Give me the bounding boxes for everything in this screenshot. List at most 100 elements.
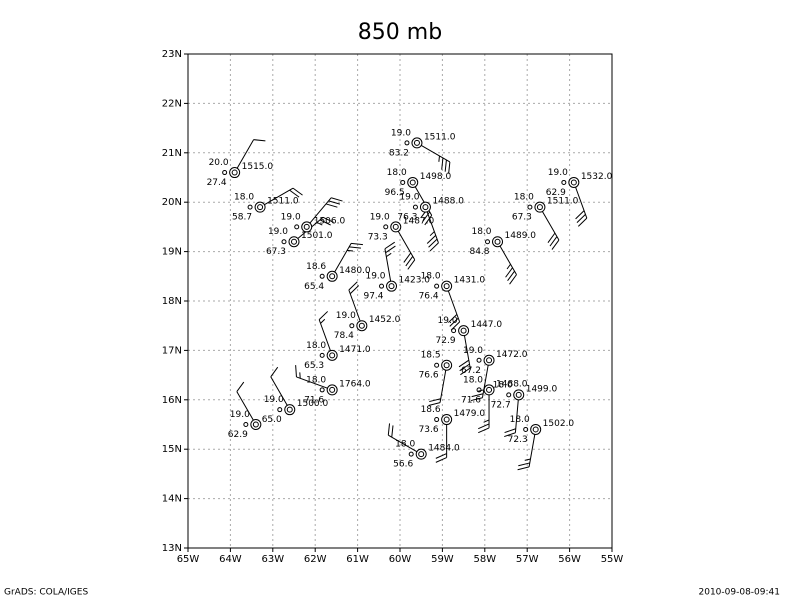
height-label: 1506.0 bbox=[314, 216, 346, 226]
height-label: 1479.0 bbox=[454, 409, 486, 419]
station-cross bbox=[408, 451, 414, 457]
station-marker bbox=[229, 167, 241, 179]
station-cross bbox=[561, 179, 567, 185]
humidity-label: 76.3 bbox=[397, 213, 417, 223]
temperature-label: 18.6 bbox=[421, 405, 441, 415]
station-inner bbox=[409, 179, 416, 186]
station-marker bbox=[411, 137, 423, 149]
wind-barb bbox=[499, 245, 517, 285]
footer-left: GrADS: COLA/IGES bbox=[4, 588, 88, 598]
humidity-label: 67.2 bbox=[461, 366, 481, 376]
height-label: 1487.0 bbox=[403, 216, 435, 226]
station-inner bbox=[286, 406, 293, 413]
x-tick-label: 65W bbox=[177, 554, 200, 565]
humidity-label: 65.4 bbox=[304, 282, 324, 292]
station-inner bbox=[231, 169, 238, 176]
station-marker bbox=[386, 280, 398, 292]
station-inner bbox=[418, 451, 425, 458]
height-label: 1480.0 bbox=[339, 266, 371, 276]
temperature-label: 19.0 bbox=[463, 346, 483, 356]
temperature-label: 18.0 bbox=[306, 375, 326, 385]
temperature-label: 18.0 bbox=[514, 193, 534, 203]
station-cross bbox=[485, 239, 491, 245]
humidity-label: 72.9 bbox=[436, 336, 456, 346]
humidity-label: 76.6 bbox=[419, 371, 439, 381]
temperature-label: 18.0 bbox=[421, 272, 441, 282]
station-cross bbox=[476, 357, 482, 363]
humidity-label: 65.3 bbox=[304, 361, 324, 371]
wind-barb bbox=[504, 399, 519, 438]
station-inner bbox=[303, 223, 310, 230]
humidity-label: 62.9 bbox=[546, 188, 566, 198]
station-inner bbox=[494, 238, 501, 245]
height-label: 1511.0 bbox=[424, 132, 456, 142]
wind-barb bbox=[334, 242, 363, 273]
x-tick-label: 60W bbox=[389, 554, 412, 565]
wind-barb bbox=[421, 144, 451, 174]
temperature-label: 18.0 bbox=[471, 227, 491, 237]
height-label: 1764.0 bbox=[339, 379, 371, 389]
humidity-label: 72.7 bbox=[491, 400, 511, 410]
humidity-label: 97.4 bbox=[363, 292, 383, 302]
station-inner bbox=[570, 179, 577, 186]
station-inner bbox=[536, 204, 543, 211]
temperature-label: 19.0 bbox=[230, 410, 250, 420]
station-marker bbox=[284, 404, 296, 416]
station-inner bbox=[329, 352, 336, 359]
station-marker bbox=[326, 270, 338, 282]
station-cross bbox=[400, 179, 406, 185]
height-label: 1484.0 bbox=[428, 444, 460, 454]
station-marker bbox=[415, 448, 427, 460]
station-inner bbox=[515, 391, 522, 398]
station-marker bbox=[288, 236, 300, 248]
station-marker bbox=[301, 221, 313, 233]
station-inner bbox=[486, 357, 493, 364]
temperature-label: 19.0 bbox=[336, 311, 356, 321]
height-label: 1472.0 bbox=[496, 350, 528, 360]
station-inner bbox=[486, 386, 493, 393]
y-tick-label: 21N bbox=[162, 148, 182, 159]
station-cross bbox=[281, 239, 287, 245]
plot-frame bbox=[187, 53, 613, 549]
wind-barb bbox=[414, 186, 433, 226]
wind-barb bbox=[435, 424, 448, 463]
wind-barb bbox=[387, 423, 418, 453]
wind-barb bbox=[309, 197, 343, 224]
x-tick-label: 62W bbox=[304, 554, 327, 565]
station-inner bbox=[329, 386, 336, 393]
wind-barb bbox=[426, 211, 439, 252]
station-cross bbox=[434, 283, 440, 289]
humidity-label: 62.9 bbox=[228, 430, 248, 440]
station-marker bbox=[568, 176, 580, 188]
humidity-label: 83.2 bbox=[389, 148, 409, 158]
station-inner bbox=[532, 426, 539, 433]
humidity-label: 67.3 bbox=[512, 213, 532, 223]
station-marker bbox=[513, 389, 525, 401]
x-tick-label: 56W bbox=[558, 554, 581, 565]
wind-barb bbox=[478, 394, 490, 434]
humidity-label: 71.6 bbox=[461, 395, 481, 405]
station-inner bbox=[358, 322, 365, 329]
station-marker bbox=[492, 236, 504, 248]
station-marker bbox=[441, 414, 453, 426]
station-marker bbox=[483, 354, 495, 366]
height-label: 1499.0 bbox=[526, 384, 558, 394]
station-cross bbox=[404, 140, 410, 146]
height-label: 1532.0 bbox=[581, 172, 613, 182]
temperature-label: 18.0 bbox=[387, 168, 407, 178]
height-label: 1447.0 bbox=[471, 320, 503, 330]
chart-title: 850 mb bbox=[358, 20, 442, 45]
wind-barb bbox=[575, 186, 588, 227]
humidity-label: 58.7 bbox=[232, 213, 252, 223]
station-cross bbox=[319, 273, 325, 279]
station-marker bbox=[407, 176, 419, 188]
station-inner bbox=[422, 204, 429, 211]
humidity-label: 65.0 bbox=[262, 415, 282, 425]
wind-barb bbox=[470, 365, 489, 402]
humidity-label: 73.3 bbox=[368, 232, 388, 242]
station-inner bbox=[252, 421, 259, 428]
station-inner bbox=[388, 283, 395, 290]
wind-barb bbox=[264, 187, 303, 206]
